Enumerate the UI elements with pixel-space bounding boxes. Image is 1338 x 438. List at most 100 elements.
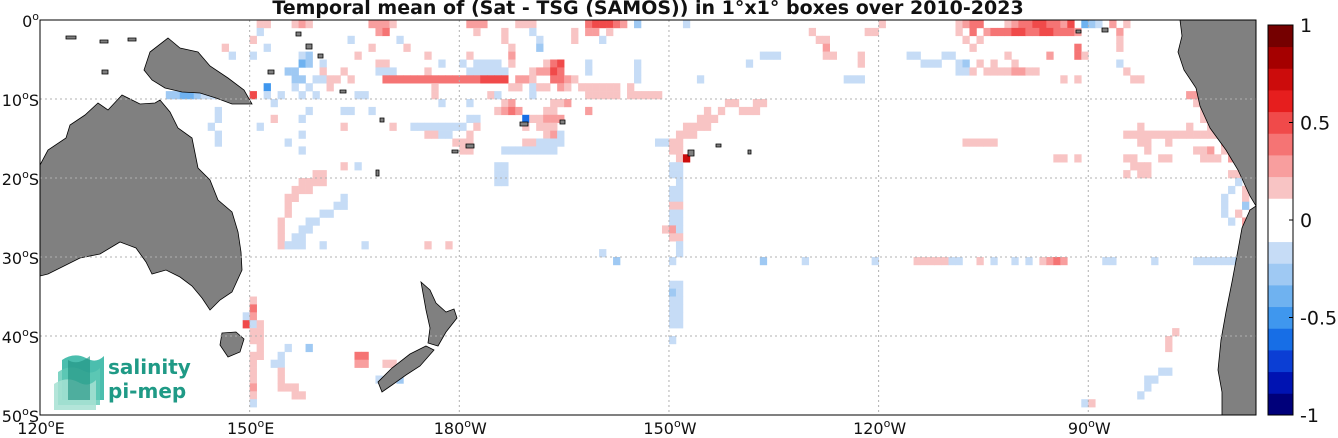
data-cell [543, 83, 551, 92]
data-cell [822, 35, 830, 44]
data-cell [1109, 257, 1117, 266]
data-cell [675, 217, 684, 226]
data-cell [1116, 43, 1124, 52]
data-cell [815, 35, 824, 44]
data-cell [340, 201, 348, 210]
data-cell [515, 83, 523, 92]
data-cell [675, 170, 684, 179]
data-cell [668, 201, 677, 210]
data-cell [1088, 399, 1096, 408]
data-cell [193, 91, 202, 100]
data-cell [312, 75, 320, 84]
data-cell [1193, 99, 1201, 108]
data-cell [962, 59, 970, 68]
data-cell [543, 59, 551, 68]
colorbar-swatch [1268, 350, 1293, 373]
data-cell [522, 75, 530, 84]
data-cell [284, 343, 292, 353]
colorbar-swatch [1268, 371, 1293, 394]
data-cell [263, 20, 271, 29]
data-cell [1032, 67, 1040, 76]
data-cell [990, 27, 998, 37]
data-cell [242, 312, 250, 321]
data-cell [948, 257, 956, 266]
data-cell [501, 75, 509, 84]
data-cell [1235, 209, 1243, 218]
data-cell [759, 257, 768, 266]
data-cell [473, 59, 481, 68]
data-cell [256, 20, 264, 29]
data-cell [333, 75, 341, 84]
data-cell [445, 241, 453, 250]
latitude-label: 30oS [2, 247, 39, 268]
data-cell [466, 67, 474, 76]
data-cell [501, 170, 509, 179]
data-cell [1200, 130, 1208, 139]
data-cell [1144, 383, 1152, 392]
data-cell [613, 20, 621, 29]
data-cell [424, 241, 432, 250]
data-cell [675, 225, 684, 234]
data-cell [305, 185, 313, 195]
data-cell [382, 67, 390, 76]
data-cell [536, 138, 544, 147]
data-cell [668, 209, 677, 218]
data-cell [808, 27, 817, 37]
data-cell [550, 106, 558, 116]
data-cell [312, 91, 320, 100]
data-cell [1221, 201, 1229, 210]
data-cell [179, 91, 188, 100]
data-cell [1165, 154, 1173, 163]
data-cell [969, 27, 977, 37]
data-cell [1123, 154, 1131, 163]
data-cell [857, 51, 865, 60]
data-cell [1060, 257, 1068, 266]
data-cell [487, 59, 495, 68]
data-cell [675, 233, 684, 242]
data-cell [256, 320, 264, 329]
data-cell [536, 146, 544, 155]
data-cell [648, 91, 656, 100]
data-cell [620, 20, 628, 29]
data-cell [291, 20, 299, 29]
data-cell [277, 91, 285, 100]
data-cell [543, 122, 551, 131]
data-cell [249, 91, 257, 100]
data-cell [382, 59, 390, 68]
latitude-label: 20oS [2, 168, 39, 189]
data-cell [1165, 336, 1173, 345]
longitude-label: 120oE [17, 417, 64, 438]
data-cell [277, 233, 285, 242]
new-zealand-south-island [377, 345, 435, 393]
data-cell [214, 130, 222, 139]
data-cell [1060, 27, 1068, 37]
data-cell [752, 106, 761, 116]
data-cell [675, 288, 684, 297]
data-cell [382, 20, 390, 29]
data-cell [214, 106, 222, 116]
data-cell [675, 162, 684, 171]
data-cell [571, 75, 579, 84]
colorbar-tick-label: 0 [1300, 210, 1312, 232]
data-cell [298, 75, 306, 84]
data-cell [1011, 257, 1019, 266]
data-cell [445, 130, 453, 139]
data-cell [508, 43, 516, 52]
data-cell [1081, 20, 1089, 29]
data-cell [389, 67, 397, 76]
data-cell [501, 27, 509, 37]
data-cell [731, 99, 740, 108]
data-cell [494, 91, 502, 100]
data-cell [557, 99, 565, 108]
latitude-labels: 0o 10oS 20oS 30oS 40oS 50oS [2, 10, 40, 426]
data-cell [249, 367, 257, 376]
data-cell [305, 178, 313, 187]
data-cell [1130, 154, 1138, 163]
data-cell [675, 146, 684, 155]
data-cell [675, 185, 684, 195]
data-cell [1165, 130, 1173, 139]
data-cell [270, 359, 278, 368]
data-cell [165, 91, 174, 100]
data-cell [501, 35, 509, 44]
data-cell [249, 320, 257, 329]
